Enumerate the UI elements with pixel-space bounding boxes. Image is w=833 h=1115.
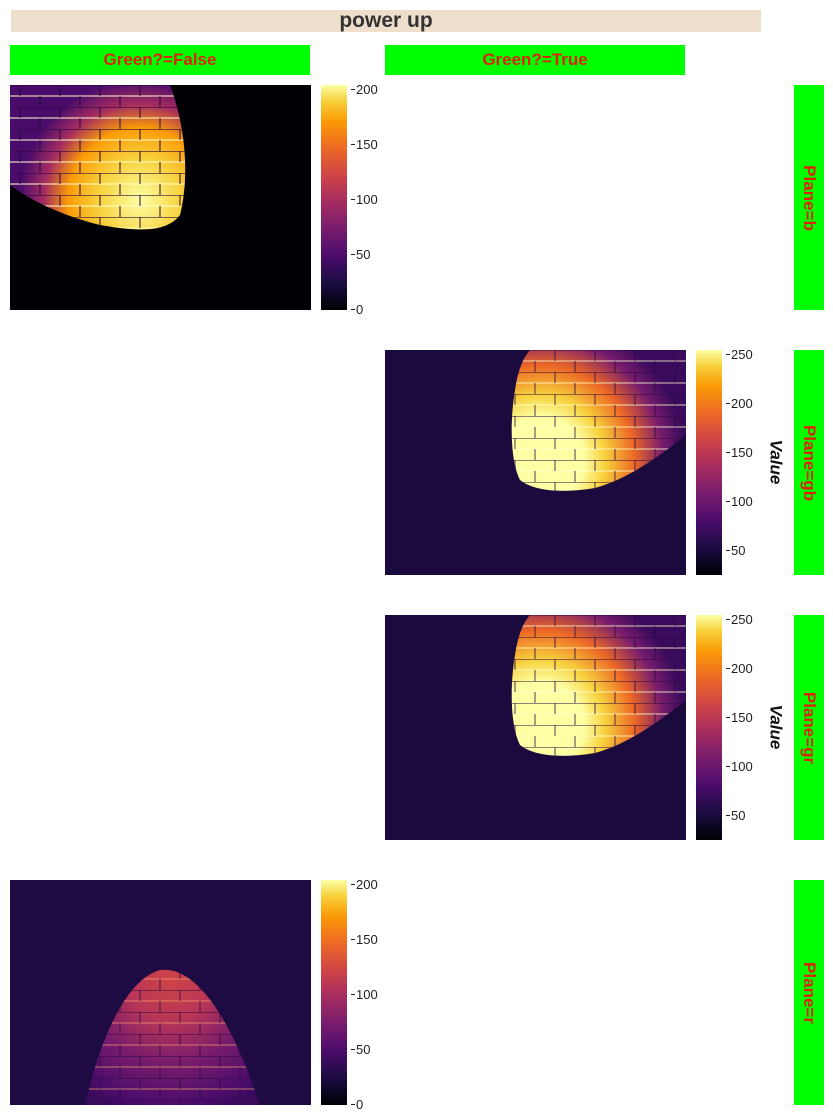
heatmap-panel-b: [10, 85, 311, 310]
column-header-green-false: Green?=False: [10, 45, 310, 75]
colorbar-b: [321, 85, 347, 310]
colorbar-tick: 150: [726, 710, 753, 725]
colorbar-tick: 50: [725, 543, 746, 558]
colorbar-tick: 200: [351, 82, 378, 97]
colorbar-gr: [696, 615, 722, 840]
colorbar-gb: [696, 350, 722, 575]
colorbar-tick: 250: [726, 612, 753, 627]
row-label-plane-gr: Plane=gr: [800, 691, 819, 764]
colorbar-tick: 100: [351, 987, 378, 1002]
colorbar-tick: 150: [726, 445, 753, 460]
row-label-plane-gb: Plane=gb: [800, 424, 819, 501]
colorbar-tick: 100: [726, 494, 753, 509]
row-header-plane-gr: Plane=gr: [794, 615, 824, 840]
colorbar-tick: 0: [350, 1097, 364, 1112]
colorbar-label-gr: Value: [766, 704, 786, 750]
row-header-plane-r: Plane=r: [794, 880, 824, 1105]
row-header-plane-b: Plane=b: [794, 85, 824, 310]
column-header-green-true: Green?=True: [385, 45, 685, 75]
colorbar-r: [321, 880, 347, 1105]
colorbar-tick: 50: [350, 247, 371, 262]
colorbar-tick: 0: [350, 302, 364, 317]
colorbar-tick: 200: [726, 661, 753, 676]
colorbar-tick: 200: [351, 877, 378, 892]
heatmap-panel-r: [10, 880, 311, 1105]
colorbar-tick: 100: [351, 192, 378, 207]
colorbar-tick: 150: [351, 137, 378, 152]
heatmap-panel-gb: [385, 350, 686, 575]
title-bar: power up: [11, 10, 761, 32]
colorbar-label-gb: Value: [766, 439, 786, 485]
row-header-plane-gb: Plane=gb: [794, 350, 824, 575]
row-label-plane-r: Plane=r: [800, 961, 819, 1024]
heatmap-panel-gr: [385, 615, 686, 840]
colorbar-tick: 200: [726, 396, 753, 411]
colorbar-tick: 50: [350, 1042, 371, 1057]
colorbar-tick: 150: [351, 932, 378, 947]
colorbar-tick: 250: [726, 347, 753, 362]
colorbar-tick: 100: [726, 759, 753, 774]
colorbar-tick: 50: [725, 808, 746, 823]
chart-title: power up: [339, 9, 433, 32]
row-label-plane-b: Plane=b: [800, 164, 819, 231]
